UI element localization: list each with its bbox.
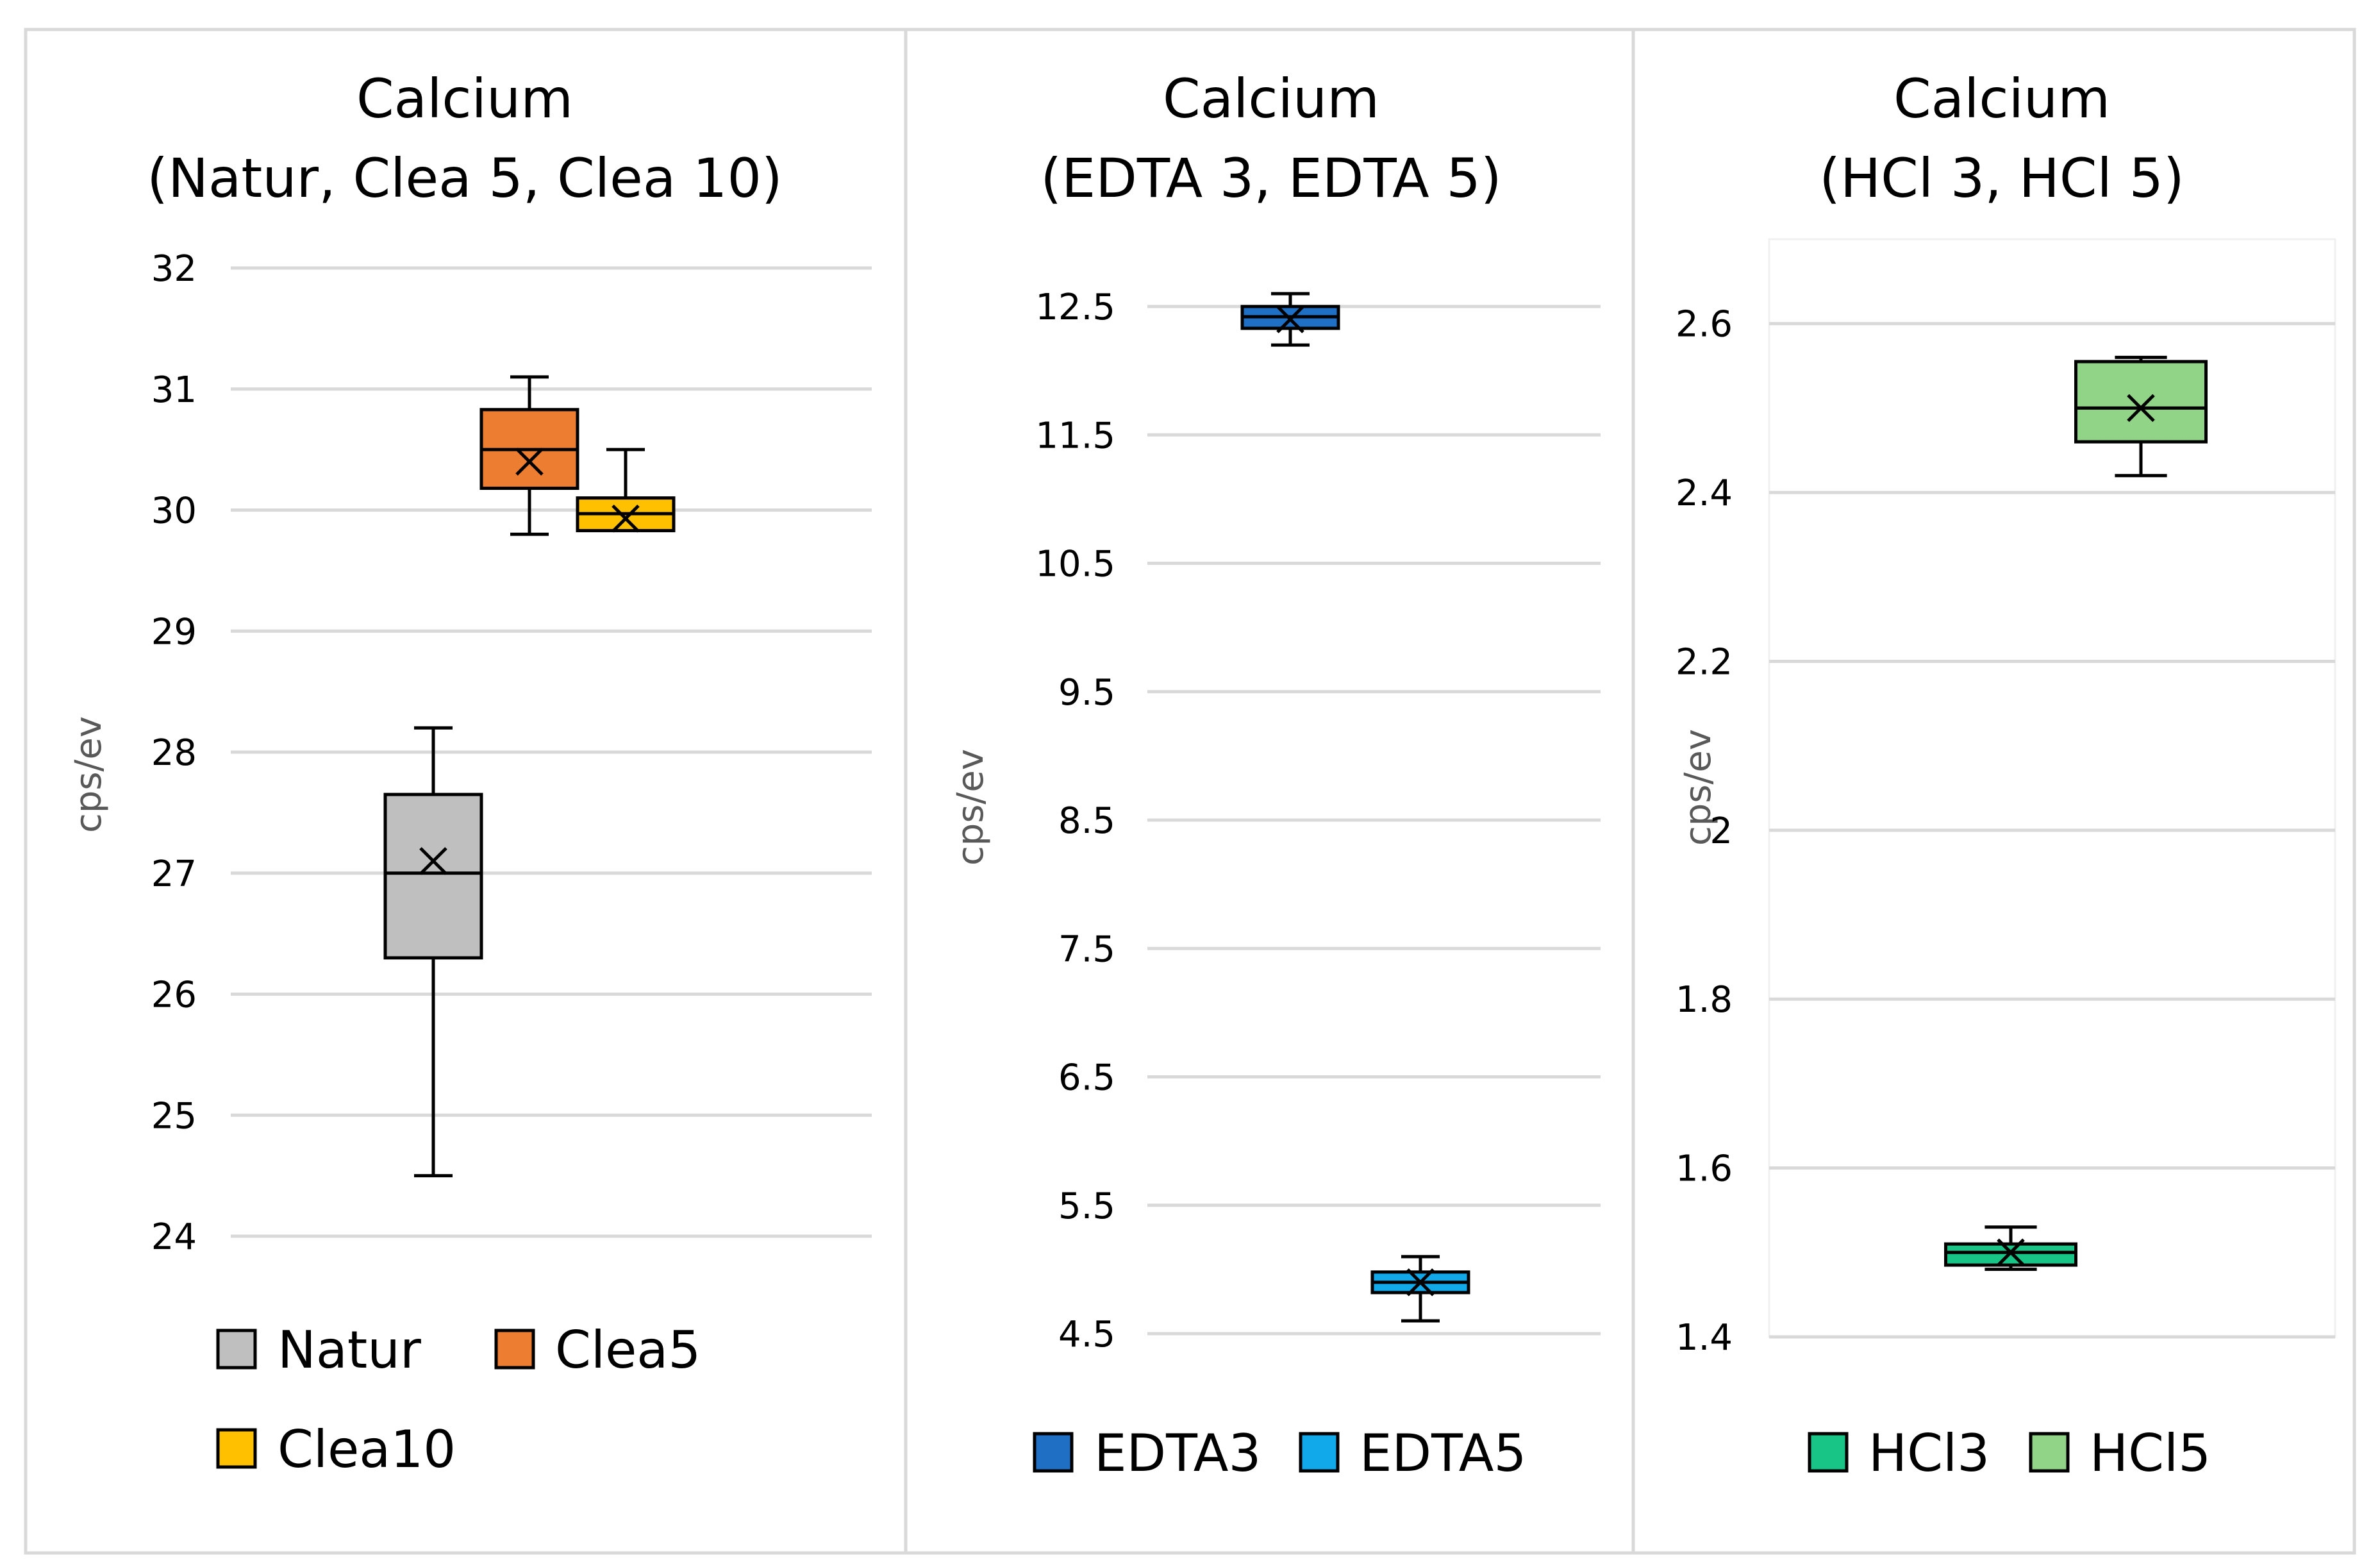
boxes xyxy=(1240,292,1470,1323)
panel-title-line2: (EDTA 3, EDTA 5) xyxy=(1040,147,1501,210)
iqr-box xyxy=(383,793,483,960)
panel-title-line2: (Natur, Clea 5, Clea 10) xyxy=(147,147,782,210)
y-tick-label: 6.5 xyxy=(1058,1057,1115,1099)
panel-title-line2: (HCl 3, HCl 5) xyxy=(1819,147,2184,210)
legend-label-edta5: EDTA5 xyxy=(1360,1423,1526,1483)
y-tick-label: 2.6 xyxy=(1676,304,1733,346)
panel-edta: Calcium (EDTA 3, EDTA 5) cps/ev 4.5 5.5 6.… xyxy=(950,67,1601,1483)
mean-marker xyxy=(419,847,447,875)
panel-hcl: Calcium (HCl 3, HCl 5) cps/ev 1.4 1.6 1.8 2… xyxy=(1676,67,2336,1483)
iqr-box xyxy=(2074,360,2208,444)
legend-label-clea10: Clea10 xyxy=(278,1420,456,1479)
y-tick-label: 2 xyxy=(1710,810,1733,852)
box-edta5 xyxy=(1370,1255,1470,1323)
legend: Natur Clea5 Clea10 xyxy=(216,1320,701,1479)
box-natur xyxy=(383,726,483,1178)
gridlines xyxy=(231,266,872,1238)
y-tick-label: 7.5 xyxy=(1058,928,1115,970)
y-tick-labels: 4.5 5.5 6.5 7.5 8.5 9.5 10.5 11.5 12.5 xyxy=(1035,287,1115,1355)
outer-frame xyxy=(24,28,2356,1555)
y-tick-label: 32 xyxy=(151,248,197,290)
legend: HCl3 HCl5 xyxy=(1808,1423,2211,1483)
y-tick-label: 30 xyxy=(151,491,197,532)
boxes xyxy=(383,375,676,1178)
box-clea5 xyxy=(479,375,579,536)
y-tick-label: 10.5 xyxy=(1035,544,1115,585)
legend-label-natur: Natur xyxy=(278,1320,421,1380)
y-axis-label: cps/ev xyxy=(1677,729,1719,846)
y-tick-labels: 1.4 1.6 1.8 2 2.2 2.4 2.6 xyxy=(1676,304,1733,1359)
y-axis-label: cps/ev xyxy=(950,749,992,866)
gridlines xyxy=(1769,322,2335,1339)
plot-area-border xyxy=(1768,238,2336,1338)
legend-swatch-hcl5 xyxy=(2029,1432,2070,1473)
panel-title-line1: Calcium xyxy=(356,67,573,130)
y-tick-label: 1.6 xyxy=(1676,1148,1733,1190)
y-tick-label: 29 xyxy=(151,611,197,653)
y-tick-label: 8.5 xyxy=(1058,800,1115,842)
panel-title-line1: Calcium xyxy=(1893,67,2110,130)
mean-marker xyxy=(515,448,544,476)
legend-swatch-natur xyxy=(216,1329,257,1370)
legend-swatch-clea10 xyxy=(216,1428,257,1469)
y-axis-label: cps/ev xyxy=(68,716,110,833)
mean-marker xyxy=(1997,1238,2025,1267)
box-clea10 xyxy=(576,448,676,533)
y-tick-label: 9.5 xyxy=(1058,672,1115,714)
legend-swatch-edta5 xyxy=(1299,1432,1340,1473)
y-tick-label: 1.8 xyxy=(1676,979,1733,1021)
legend-label-hcl5: HCl5 xyxy=(2090,1423,2211,1483)
box-hcl3 xyxy=(1944,1225,2077,1271)
mean-marker xyxy=(1406,1268,1435,1296)
y-tick-label: 28 xyxy=(151,732,197,774)
y-tick-label: 1.4 xyxy=(1676,1317,1733,1359)
y-tick-label: 26 xyxy=(151,975,197,1016)
y-tick-label: 24 xyxy=(151,1216,197,1258)
box-hcl5 xyxy=(2074,355,2208,478)
legend-label-clea5: Clea5 xyxy=(555,1320,701,1380)
y-tick-label: 27 xyxy=(151,853,197,895)
legend-swatch-clea5 xyxy=(494,1329,535,1370)
legend-label-hcl3: HCl3 xyxy=(1868,1423,1990,1483)
mean-marker xyxy=(2127,394,2155,423)
y-tick-label: 2.4 xyxy=(1676,473,1733,514)
legend-swatch-edta3 xyxy=(1033,1432,1074,1473)
y-tick-labels: 24 25 26 27 28 29 30 31 32 xyxy=(151,248,197,1258)
y-tick-label: 2.2 xyxy=(1676,641,1733,683)
legend-swatch-hcl3 xyxy=(1808,1432,1849,1473)
panel-title-line1: Calcium xyxy=(1163,67,1379,130)
boxes xyxy=(1944,355,2208,1271)
y-tick-label: 31 xyxy=(151,369,197,411)
y-tick-label: 25 xyxy=(151,1095,197,1137)
gridlines xyxy=(1147,305,1601,1336)
legend-label-edta3: EDTA3 xyxy=(1094,1423,1261,1483)
y-tick-label: 12.5 xyxy=(1035,287,1115,328)
mean-marker xyxy=(612,504,640,533)
box-edta3 xyxy=(1240,292,1340,347)
y-tick-label: 11.5 xyxy=(1035,415,1115,457)
y-tick-label: 4.5 xyxy=(1058,1314,1115,1355)
mean-marker xyxy=(1276,305,1304,333)
y-tick-label: 5.5 xyxy=(1058,1186,1115,1227)
legend: EDTA3 EDTA5 xyxy=(1033,1423,1526,1483)
panel-natur-clea: Calcium (Natur, Clea 5, Clea 10) cps/ev … xyxy=(68,67,872,1479)
